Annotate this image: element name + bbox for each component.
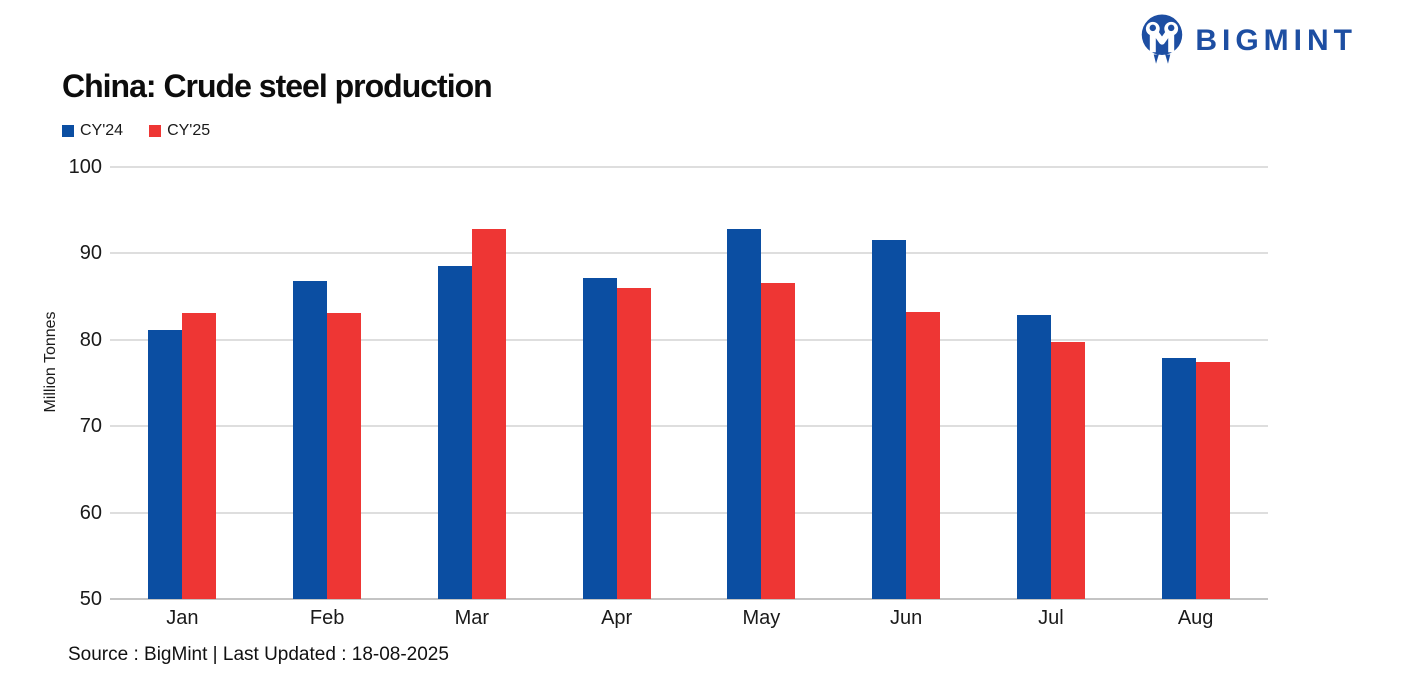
x-tick-label-mar: Mar bbox=[454, 607, 490, 629]
x-tick-label-may: May bbox=[742, 607, 781, 629]
bar-cy24-jul bbox=[1016, 314, 1051, 599]
y-tick-label-90: 90 bbox=[79, 242, 102, 265]
legend-swatch bbox=[62, 125, 74, 137]
x-tick-label-aug: Aug bbox=[1177, 607, 1214, 629]
gridline-70 bbox=[110, 425, 1268, 428]
y-axis-tick-labels: 50 60 70 80 90 100 bbox=[20, 156, 102, 610]
x-tick-label-jan: Jan bbox=[166, 607, 199, 629]
gridline-60 bbox=[110, 511, 1268, 514]
source-note: Source : BigMint | Last Updated : 18-08-… bbox=[68, 644, 449, 665]
y-tick-label-70: 70 bbox=[79, 415, 102, 438]
y-tick-label-50: 50 bbox=[79, 588, 102, 610]
bar-cy24-may bbox=[727, 229, 762, 599]
bar-cy24-jun bbox=[872, 239, 907, 599]
legend-item-cy24: CY'24 bbox=[62, 122, 123, 140]
legend-item-cy25: CY'25 bbox=[149, 122, 210, 140]
x-tick-label-feb: Feb bbox=[309, 607, 345, 629]
bar-cy25-feb bbox=[327, 313, 362, 599]
bar-cy25-mar bbox=[471, 229, 506, 599]
bar-cy25-jan bbox=[182, 313, 217, 599]
legend-swatch bbox=[149, 125, 162, 137]
gridline-90 bbox=[110, 252, 1268, 255]
gridline-100 bbox=[110, 166, 1268, 168]
bar-cy24-aug bbox=[1161, 357, 1196, 599]
bar-cy24-jan bbox=[148, 330, 183, 599]
bar-cy25-may bbox=[761, 282, 796, 599]
chart-title: China: Crude steel production bbox=[62, 68, 493, 104]
plot-area bbox=[110, 166, 1268, 600]
chart-legend: CY'24 CY'25 bbox=[62, 122, 210, 140]
bar-cy25-jul bbox=[1050, 342, 1085, 599]
bar-cy24-mar bbox=[437, 266, 472, 599]
gridline-50 bbox=[110, 598, 1268, 600]
x-tick-label-jun: Jun bbox=[890, 607, 923, 629]
y-tick-label-60: 60 bbox=[79, 501, 102, 524]
bar-cy24-feb bbox=[293, 281, 328, 599]
x-tick-label-apr: Apr bbox=[601, 607, 633, 629]
x-axis-tick-labels: Jan Feb Mar Apr May Jun Jul Aug bbox=[110, 607, 1268, 633]
x-tick-label-jul: Jul bbox=[1038, 607, 1064, 629]
y-tick-label-80: 80 bbox=[79, 328, 102, 351]
bigmint-logo-text: BIGMINT bbox=[1195, 23, 1357, 57]
y-tick-label-100: 100 bbox=[68, 156, 102, 178]
legend-label: CY'25 bbox=[167, 122, 211, 139]
bigmint-logo: BIGMINT bbox=[1139, 14, 1357, 67]
bigmint-logo-icon bbox=[1142, 14, 1183, 64]
gridline-80 bbox=[110, 338, 1268, 341]
bar-cy25-aug bbox=[1195, 362, 1230, 599]
bar-cy25-jun bbox=[906, 312, 941, 599]
bar-cy24-apr bbox=[582, 278, 617, 599]
legend-label: CY'24 bbox=[80, 122, 124, 139]
bar-cy25-apr bbox=[616, 287, 651, 599]
